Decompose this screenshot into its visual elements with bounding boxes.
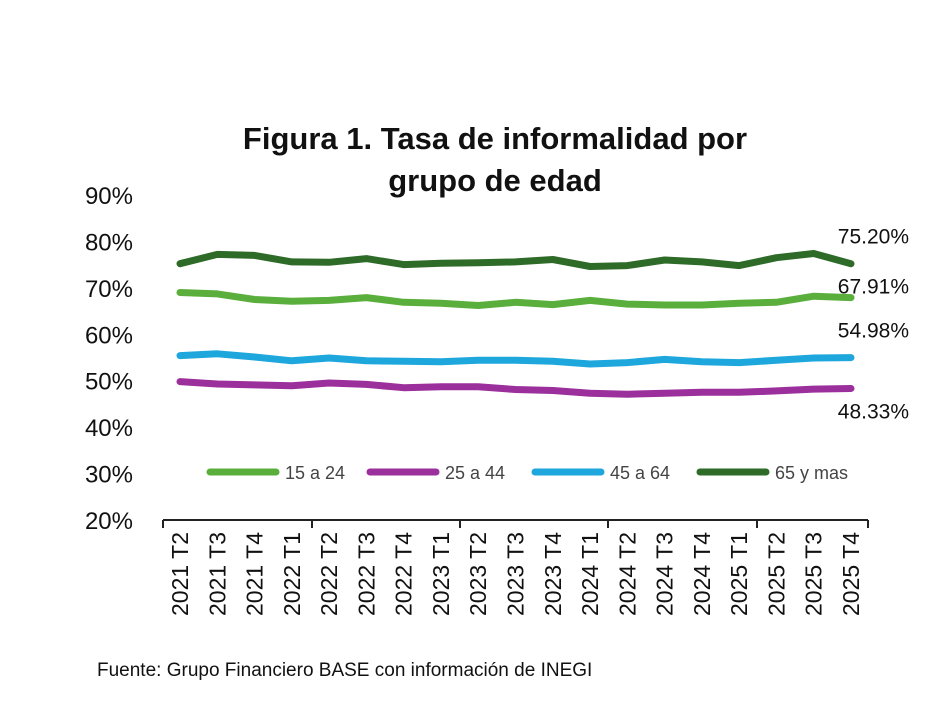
x-tick-label: 2024 T3 xyxy=(652,532,678,616)
legend-label: 65 y mas xyxy=(775,463,848,483)
end-value-label: 48.33% xyxy=(838,400,909,423)
end-value-label: 67.91% xyxy=(838,276,909,299)
source-note: Fuente: Grupo Financiero BASE con inform… xyxy=(97,660,593,681)
x-tick-label: 2021 T4 xyxy=(242,532,268,616)
end-labels: 67.91% 48.33% 54.98% 75.20% xyxy=(838,226,909,424)
x-tick-label: 2022 T3 xyxy=(353,532,379,616)
legend-label: 45 a 64 xyxy=(610,463,670,483)
x-tick-label: 2023 T2 xyxy=(465,532,491,616)
series-lines xyxy=(176,250,855,398)
x-tick-label: 2022 T1 xyxy=(279,532,305,616)
y-tick-label: 50% xyxy=(85,369,133,396)
y-tick-label: 80% xyxy=(85,229,133,256)
y-tick-label: 90% xyxy=(85,183,133,210)
x-tick-label: 2022 T4 xyxy=(391,532,417,616)
chart-title: Figura 1. Tasa de informalidad por grupo… xyxy=(150,118,840,202)
y-tick-label: 70% xyxy=(85,276,133,303)
x-tick-label: 2025 T2 xyxy=(763,532,789,616)
x-axis: 2021 T2 2021 T3 2021 T4 2022 T1 2022 T2 2022 … xyxy=(162,519,869,616)
x-tick-label: 2021 T3 xyxy=(204,532,230,616)
x-tick-label: 2024 T4 xyxy=(689,532,715,616)
y-axis-ticks: 20% 30% 40% 50% 60% 70% 80% 90% xyxy=(85,183,133,535)
x-tick-label: 2023 T3 xyxy=(503,532,529,616)
x-tick-label: 2025 T4 xyxy=(838,532,864,616)
series-line-25-a-44 xyxy=(176,378,855,398)
legend-label: 15 a 24 xyxy=(285,463,345,483)
series-line-15-a-24 xyxy=(176,289,855,309)
x-tick-label: 2021 T2 xyxy=(167,532,193,616)
legend: 15 a 24 25 a 44 45 a 64 65 y mas xyxy=(206,463,848,483)
x-tick-label: 2022 T2 xyxy=(316,532,342,616)
x-tick-label: 2025 T3 xyxy=(801,532,827,616)
y-tick-label: 40% xyxy=(85,415,133,442)
series-line-45-a-64 xyxy=(176,350,855,368)
y-tick-label: 60% xyxy=(85,322,133,349)
x-tick-label: 2023 T4 xyxy=(540,532,566,616)
y-tick-label: 30% xyxy=(85,462,133,489)
chart-title-line1: Figura 1. Tasa de informalidad por xyxy=(242,121,748,156)
chart-title-line2: grupo de edad xyxy=(388,163,602,198)
x-tick-label: 2024 T1 xyxy=(577,532,603,616)
x-tick-label: 2025 T1 xyxy=(726,532,752,616)
series-line-65-y-mas xyxy=(176,250,855,270)
end-value-label: 54.98% xyxy=(838,320,909,343)
y-tick-label: 20% xyxy=(85,508,133,535)
x-tick-label: 2023 T1 xyxy=(428,532,454,616)
legend-label: 25 a 44 xyxy=(445,463,505,483)
x-tick-label: 2024 T2 xyxy=(614,532,640,616)
end-value-label: 75.20% xyxy=(838,226,909,249)
